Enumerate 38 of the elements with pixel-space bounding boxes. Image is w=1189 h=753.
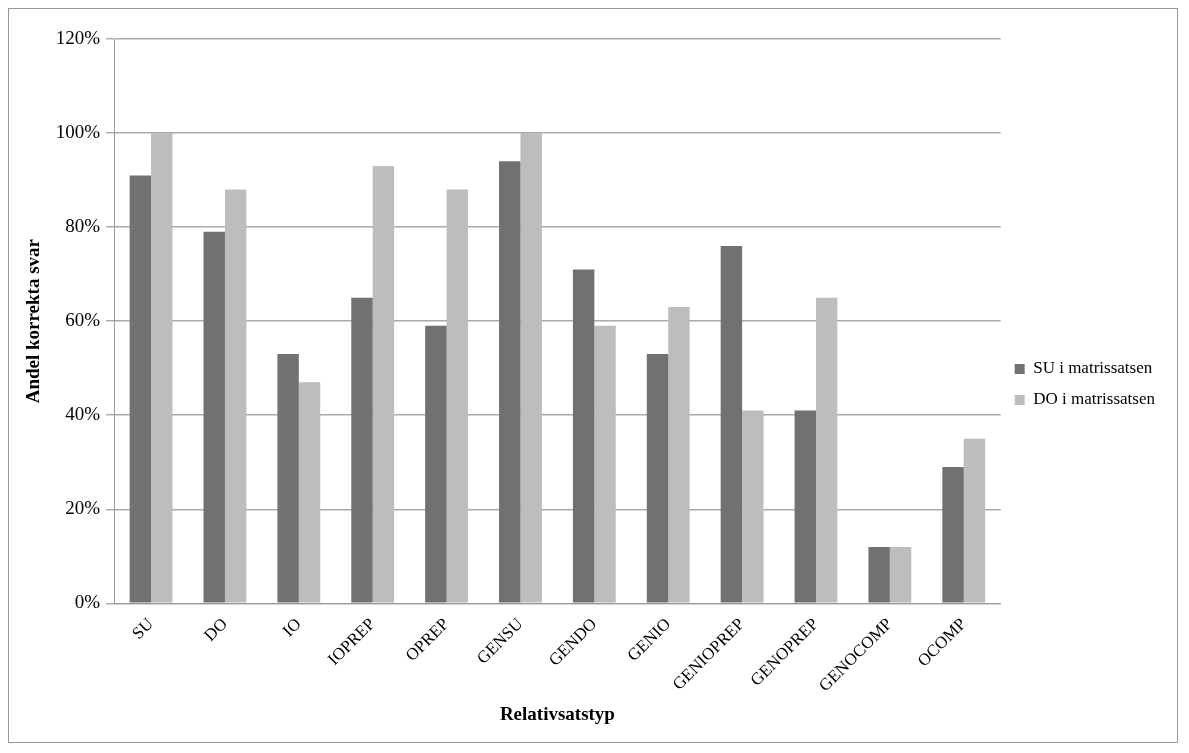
bar — [372, 165, 395, 603]
bar — [351, 297, 373, 603]
x-tick-label: IO — [278, 614, 305, 641]
bar — [720, 245, 743, 603]
y-tick-label: 60% — [65, 309, 101, 331]
bar — [129, 175, 152, 603]
y-tick-label: 0% — [74, 591, 101, 613]
bar — [277, 354, 299, 603]
y-tick-label: 80% — [65, 215, 101, 237]
bar — [942, 466, 964, 603]
y-tick-label: 120% — [55, 26, 101, 48]
bar — [224, 189, 247, 603]
bar — [203, 231, 225, 603]
bar — [446, 189, 469, 603]
bar — [499, 161, 521, 603]
bar — [520, 133, 542, 603]
bar — [646, 354, 669, 603]
y-tick-label: 20% — [65, 497, 101, 519]
bar — [794, 410, 816, 603]
bar — [815, 297, 838, 603]
y-tick-label: 40% — [65, 403, 101, 425]
legend-label: SU i matrissatsen — [1033, 358, 1153, 378]
bar — [572, 269, 595, 603]
bar — [668, 307, 690, 603]
bar — [889, 546, 912, 603]
bar — [742, 410, 764, 603]
bar — [298, 382, 321, 603]
bar — [425, 325, 447, 603]
x-tick-label: DO — [200, 614, 231, 645]
y-tick-label: 100% — [55, 121, 101, 143]
x-axis-title: Relativsatstyp — [499, 702, 615, 724]
bar — [151, 133, 173, 603]
bar — [594, 325, 616, 603]
bar — [963, 438, 986, 603]
x-tick-label: SU — [128, 614, 158, 643]
y-axis-title: Andel korrekta svar — [22, 238, 44, 404]
bar — [868, 546, 890, 603]
legend-label: DO i matrissatsen — [1033, 389, 1156, 409]
